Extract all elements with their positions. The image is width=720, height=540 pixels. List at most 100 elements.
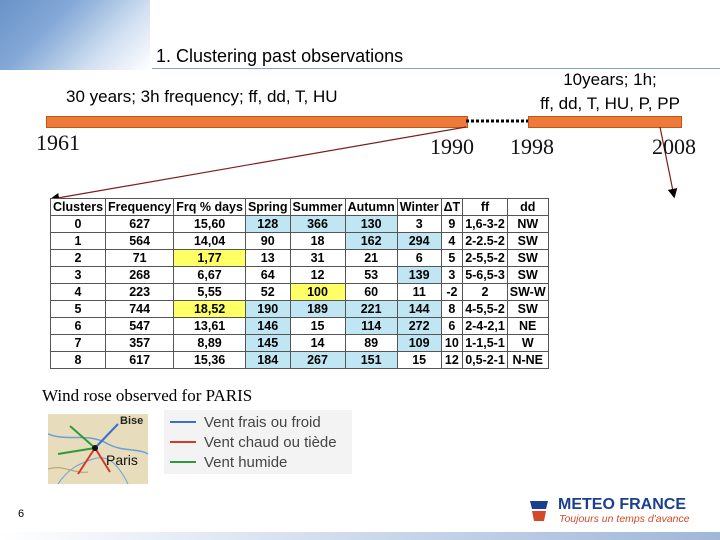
table-cell: SW bbox=[506, 249, 549, 267]
legend-swatch-humid bbox=[170, 461, 196, 463]
cluster-table-body: 0 627 15,60 128 366 130 3 9 1,6-3-2 NW 1 564 14,04 90… bbox=[49, 215, 549, 369]
paris-wind-rose-map: Bise Paris bbox=[48, 414, 148, 484]
table-cell: 5,55 bbox=[173, 283, 246, 301]
title-divider bbox=[152, 68, 720, 69]
slide-title: 1. Clustering past observations bbox=[156, 46, 404, 66]
table-cell: 2-4-2,1 bbox=[462, 317, 508, 335]
table-cell: -2 bbox=[440, 283, 464, 301]
legend-label-warm: Vent chaud ou tiède bbox=[204, 433, 337, 451]
meteo-france-logo: METEO FRANCE Toujours un temps d'avance bbox=[526, 496, 716, 526]
table-cell: 144 bbox=[396, 300, 442, 318]
header-winter: Winter bbox=[396, 198, 442, 216]
table-cell: 2-5,5-2 bbox=[462, 249, 508, 267]
table-cell: 14,04 bbox=[173, 232, 246, 250]
table-cell: 0 bbox=[49, 215, 107, 233]
page-number: 6 bbox=[18, 508, 25, 520]
period2-label-line2: ff, dd, T, HU, P, PP bbox=[540, 94, 680, 113]
header-ff: ff bbox=[462, 198, 508, 216]
period2-label-line1: 10years; 1h; bbox=[563, 70, 657, 89]
table-cell: 60 bbox=[344, 283, 398, 301]
table-cell: 294 bbox=[396, 232, 442, 250]
table-cell: 3 bbox=[440, 266, 464, 284]
table-cell: 5-6,5-3 bbox=[462, 266, 508, 284]
map-label-north: Bise bbox=[120, 415, 144, 427]
header-clusters: Clusters bbox=[49, 198, 107, 216]
table-cell: 114 bbox=[344, 317, 398, 335]
table-cell: NW bbox=[506, 215, 549, 233]
table-row: 3 268 6,67 64 12 53 139 3 5-6,5-3 SW bbox=[49, 266, 549, 284]
table-cell: 139 bbox=[396, 266, 442, 284]
table-cell: 14 bbox=[289, 334, 346, 352]
table-cell: 268 bbox=[105, 266, 175, 284]
table-cell: 3 bbox=[396, 215, 442, 233]
table-cell: 64 bbox=[244, 266, 291, 284]
legend-label-cold: Vent frais ou froid bbox=[204, 413, 321, 431]
header-autumn: Autumn bbox=[344, 198, 398, 216]
table-cell: 151 bbox=[344, 351, 398, 369]
legend-item-humid: Vent humide bbox=[170, 452, 287, 472]
table-row: 7 357 8,89 145 14 89 109 10 1-1,5-1 W bbox=[49, 334, 549, 352]
table-cell: 357 bbox=[105, 334, 175, 352]
table-cell: 6 bbox=[49, 317, 107, 335]
legend-swatch-warm bbox=[170, 441, 196, 443]
table-cell: SW bbox=[506, 266, 549, 284]
table-cell: 1 bbox=[49, 232, 107, 250]
table-cell: 9 bbox=[440, 215, 464, 233]
table-cell: 10 bbox=[440, 334, 464, 352]
table-cell: 71 bbox=[105, 249, 175, 267]
legend-swatch-cold bbox=[170, 421, 196, 423]
table-cell: 128 bbox=[244, 215, 291, 233]
table-cell: 272 bbox=[396, 317, 442, 335]
table-header-row: Clusters Frequency Frq % days Spring Sum… bbox=[49, 198, 549, 216]
legend-item-cold: Vent frais ou froid bbox=[170, 412, 321, 432]
table-cell: SW bbox=[506, 232, 549, 250]
table-cell: 8 bbox=[49, 351, 107, 369]
table-cell: 7 bbox=[49, 334, 107, 352]
table-cell: 4-5,5-2 bbox=[462, 300, 508, 318]
wind-rose-map-graphic bbox=[48, 423, 148, 484]
table-cell: 12 bbox=[440, 351, 464, 369]
table-cell: 564 bbox=[105, 232, 175, 250]
table-cell: 18,52 bbox=[173, 300, 246, 318]
table-cell: 221 bbox=[344, 300, 398, 318]
table-cell: 4 bbox=[440, 232, 464, 250]
table-cell: 1,6-3-2 bbox=[462, 215, 508, 233]
table-row: 0 627 15,60 128 366 130 3 9 1,6-3-2 NW bbox=[49, 215, 549, 233]
table-cell: 8 bbox=[440, 300, 464, 318]
table-row: 8 617 15,36 184 267 151 15 12 0,5-2-1 N-NE bbox=[49, 351, 549, 369]
arrow-to-table-left bbox=[49, 126, 467, 203]
table-cell: 13,61 bbox=[173, 317, 246, 335]
table-cell: 6 bbox=[440, 317, 464, 335]
table-cell: 89 bbox=[344, 334, 398, 352]
table-cell: 15 bbox=[289, 317, 346, 335]
header-frq-percent-days: Frq % days bbox=[173, 198, 246, 216]
timeline-bar-period2 bbox=[528, 116, 682, 128]
table-cell: 189 bbox=[289, 300, 346, 318]
table-cell: 2 bbox=[49, 249, 107, 267]
table-cell: 11 bbox=[396, 283, 442, 301]
table-cell: 130 bbox=[344, 215, 398, 233]
logo-tagline: Toujours un temps d'avance bbox=[559, 513, 690, 525]
table-cell: 184 bbox=[244, 351, 291, 369]
table-cell: 6,67 bbox=[173, 266, 246, 284]
table-cell: NE bbox=[506, 317, 549, 335]
table-cell: N-NE bbox=[506, 351, 549, 369]
period1-label: 30 years; 3h frequency; ff, dd, T, HU bbox=[66, 87, 338, 106]
table-cell: 547 bbox=[105, 317, 175, 335]
table-cell: 53 bbox=[344, 266, 398, 284]
table-cell: 2 bbox=[462, 283, 508, 301]
table-cell: 162 bbox=[344, 232, 398, 250]
table-cell: SW bbox=[506, 300, 549, 318]
table-cell: 2-2.5-2 bbox=[462, 232, 508, 250]
period2-label: 10years; 1h; ff, dd, T, HU, P, PP bbox=[500, 68, 720, 116]
year-end: 2008 bbox=[652, 134, 696, 159]
header-spring: Spring bbox=[244, 198, 291, 216]
timeline-bar-period1 bbox=[46, 116, 468, 128]
table-cell: 617 bbox=[105, 351, 175, 369]
bottom-decoration bbox=[0, 532, 720, 540]
logo-mark-icon bbox=[530, 501, 548, 521]
header-summer: Summer bbox=[289, 198, 346, 216]
header-frequency: Frequency bbox=[105, 198, 175, 216]
table-cell: 8,89 bbox=[173, 334, 246, 352]
table-cell: 21 bbox=[344, 249, 398, 267]
